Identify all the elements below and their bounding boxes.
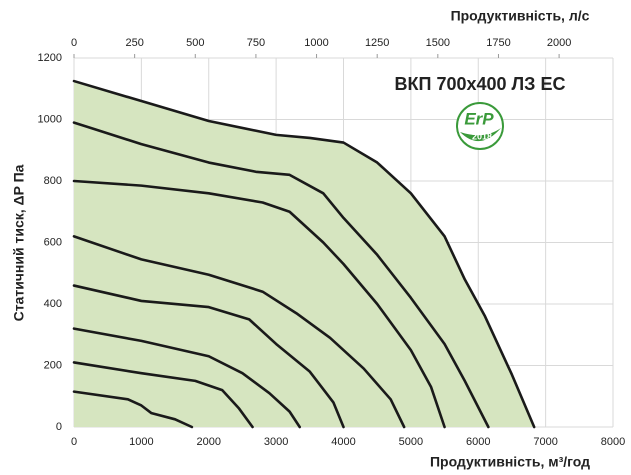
x-axis-title: Продуктивність, м³/год [430, 454, 590, 470]
x-tick-label: 8000 [601, 436, 625, 448]
x-tick-label: 0 [71, 436, 77, 448]
x-tick-label: 1000 [129, 436, 153, 448]
fan-curve [72, 361, 254, 429]
x2-tick-label: 250 [125, 37, 143, 49]
x2-tick-label: 500 [186, 37, 204, 49]
y-tick-label: 1000 [38, 113, 62, 125]
x-tick-label: 7000 [533, 436, 557, 448]
badge-text: ErP [464, 109, 494, 128]
chart-title: ВКП 700х400 ЛЗ ЕС [395, 74, 566, 94]
fan-curve [72, 284, 345, 429]
y-tick-label: 800 [44, 175, 62, 187]
badge-swoosh [460, 128, 501, 142]
fan-curve [72, 390, 194, 429]
x2-tick-label: 1250 [365, 37, 389, 49]
x-tick-label: 4000 [331, 436, 355, 448]
x2-tick-label: 2000 [547, 37, 571, 49]
x2-tick-label: 1000 [304, 37, 328, 49]
x2-tick-label: 0 [71, 37, 77, 49]
x2-tick-label: 1750 [486, 37, 510, 49]
x-tick-label: 5000 [399, 436, 423, 448]
fan-curve [72, 235, 406, 429]
x-tick-label: 6000 [466, 436, 490, 448]
y-axis-title: Статичний тиск, ΔP Па [11, 164, 27, 321]
fan-curve [72, 121, 490, 429]
y-tick-label: 400 [44, 298, 62, 310]
fan-curve [72, 327, 302, 429]
badge-year: 2018 [472, 131, 492, 141]
y-tick-label: 1200 [38, 52, 62, 64]
y-tick-label: 600 [44, 236, 62, 248]
x-tick-label: 3000 [264, 436, 288, 448]
y-tick-label: 0 [56, 421, 62, 433]
x-tick-label: 2000 [197, 436, 221, 448]
fan-curve [72, 79, 536, 429]
envelope-area [74, 81, 535, 427]
y-tick-label: 200 [44, 359, 62, 371]
fan-curve [72, 179, 446, 429]
x2-tick-label: 750 [247, 37, 265, 49]
x2-tick-label: 1500 [426, 37, 450, 49]
x2-axis-title: Продуктивність, л/с [451, 8, 590, 24]
